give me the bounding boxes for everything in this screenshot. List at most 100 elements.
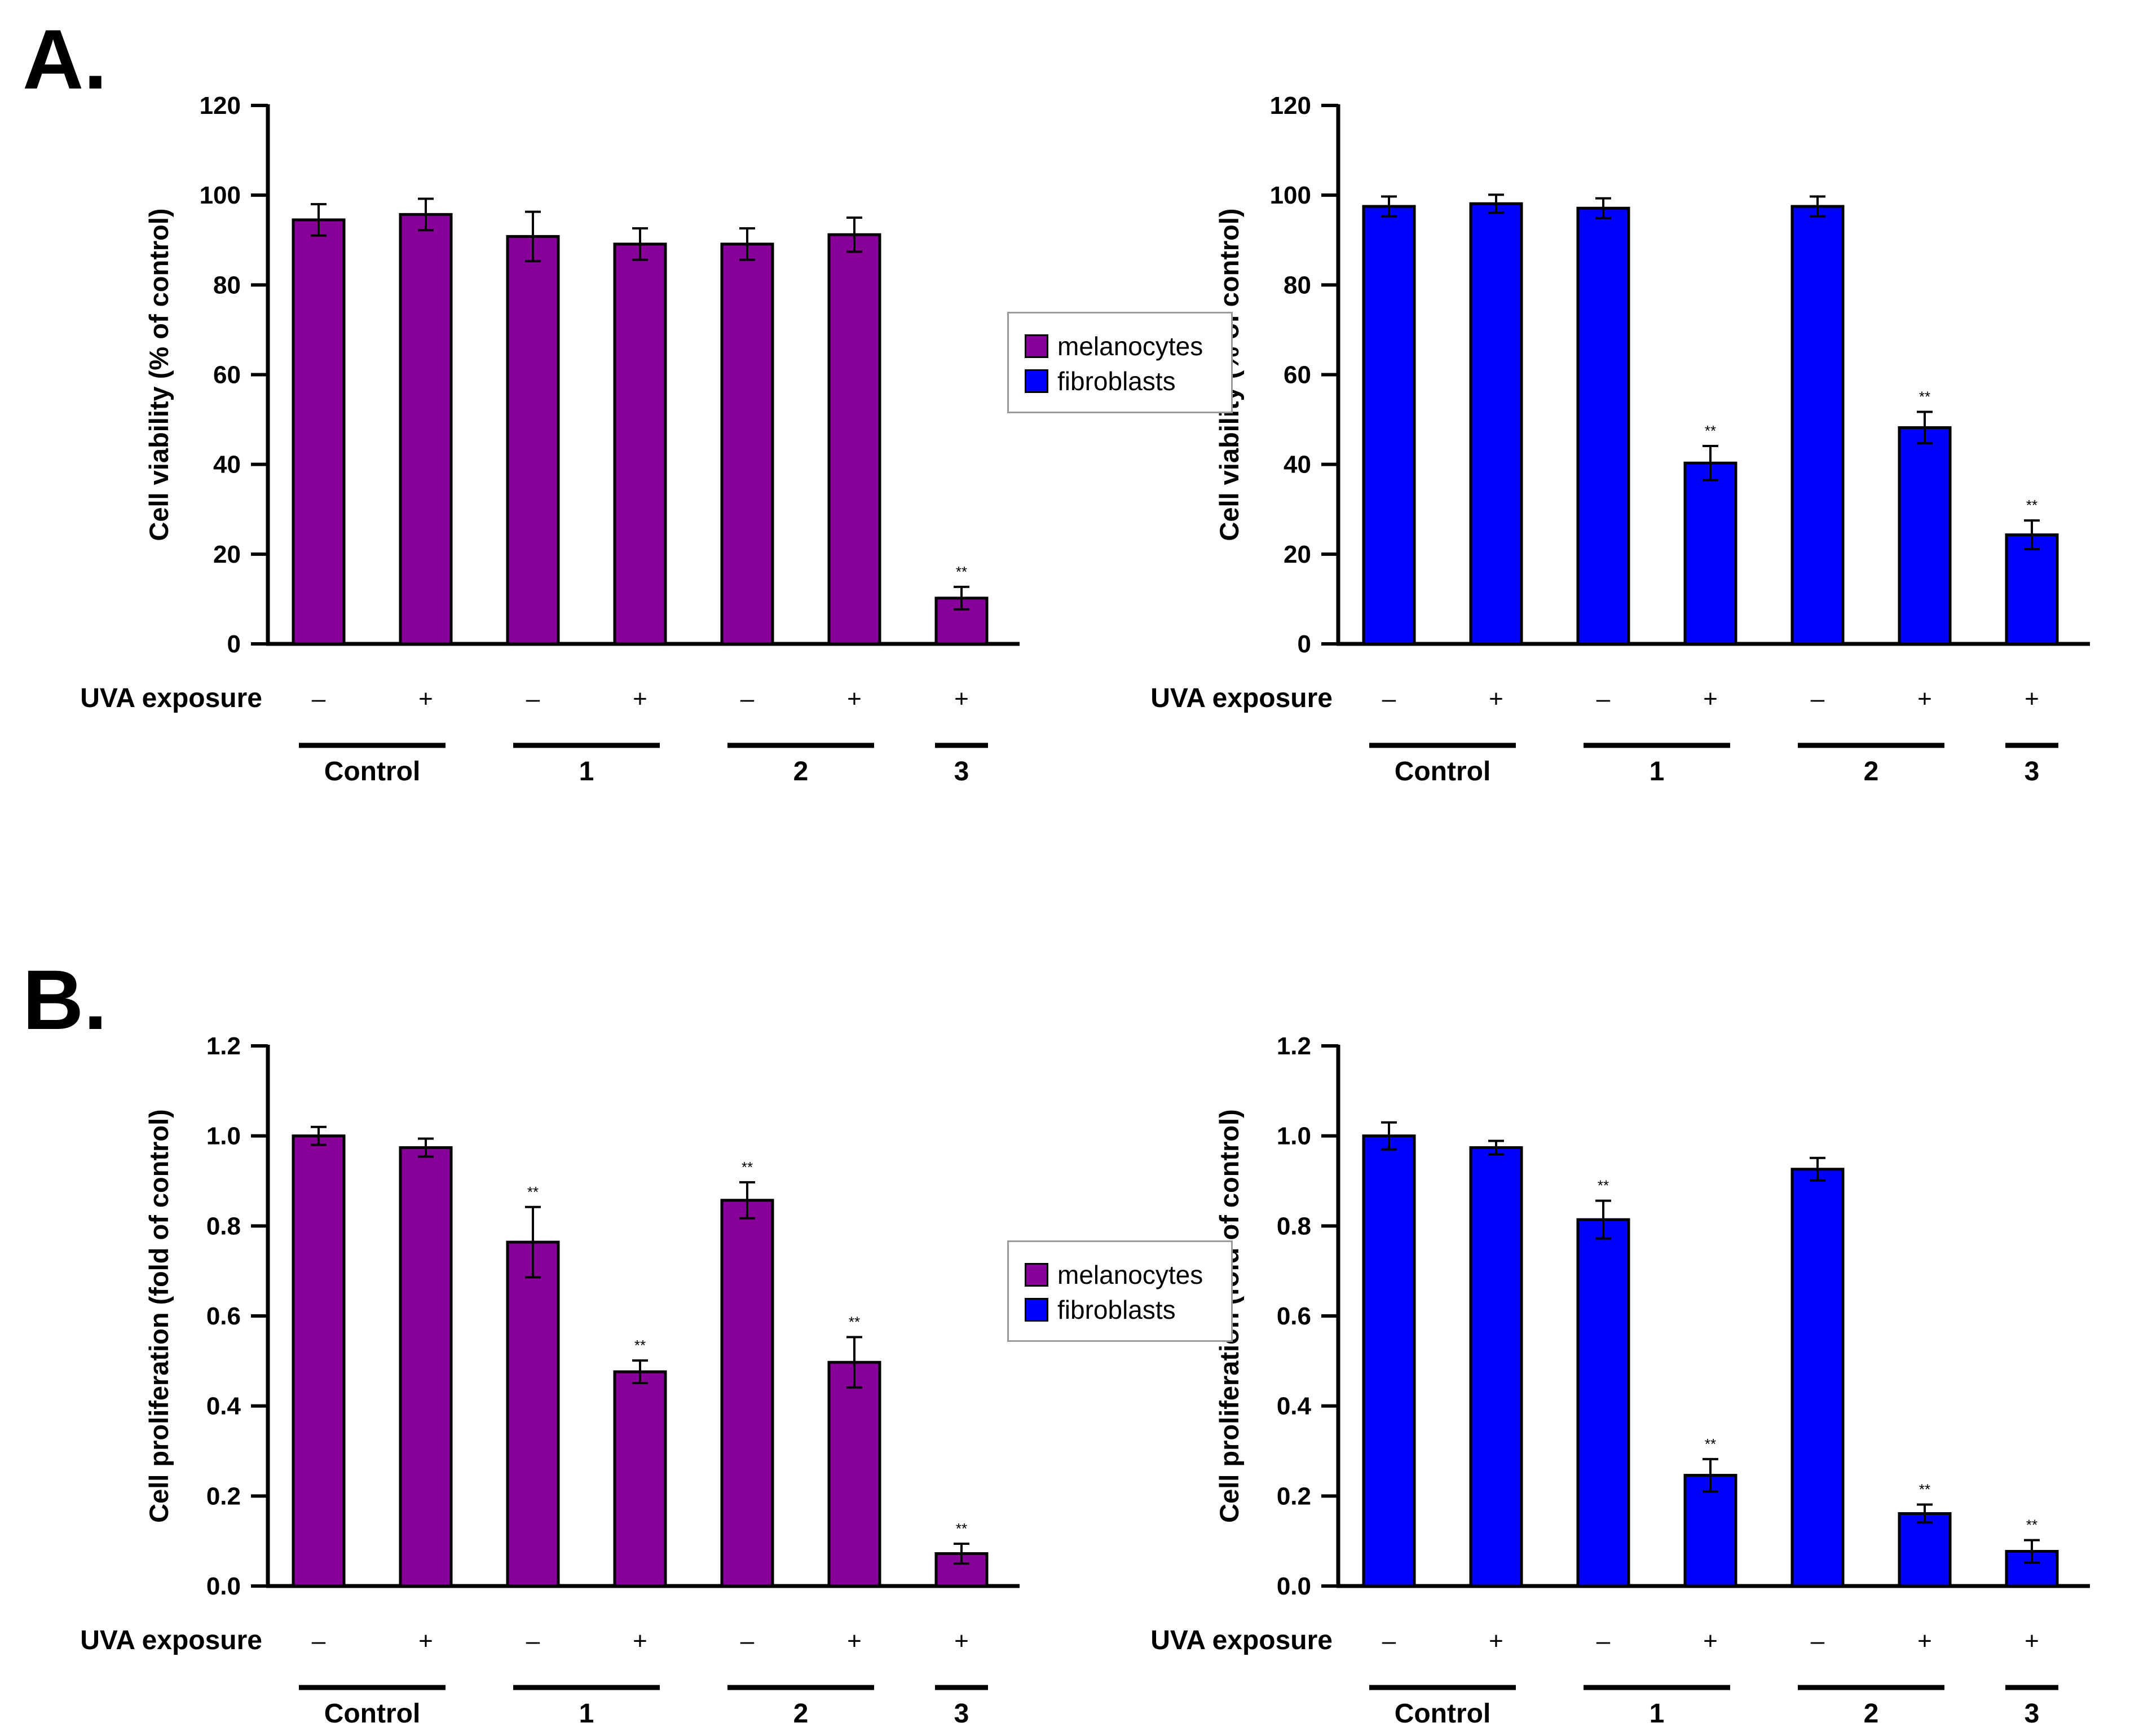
chart3-y-tick-label: 0.4 <box>1277 1393 1312 1420</box>
chart2-significance-label: ** <box>956 1520 967 1537</box>
chart1-y-tick-label: 80 <box>1284 271 1311 299</box>
chart2-uva-sign: + <box>954 1627 969 1655</box>
chart1-y-tick-label: 100 <box>1270 182 1311 209</box>
chart2-group-label: Control <box>324 1699 421 1729</box>
chart1-uva-sign: + <box>1703 685 1718 713</box>
chart3-group-label: 2 <box>1864 1699 1879 1729</box>
chart3-uva-sign: + <box>1703 1627 1718 1655</box>
chart2-y-axis-label: Cell proliferation (fold of control) <box>144 1109 174 1523</box>
chart0-y-tick-label: 40 <box>213 451 241 479</box>
chart0-bar <box>720 242 774 646</box>
legend-b: melanocytes fibroblasts <box>1007 1240 1233 1342</box>
chart3-uva-sign: + <box>2025 1627 2039 1655</box>
chart1-uva-sign: – <box>1811 685 1825 713</box>
chart3-significance-label: ** <box>1919 1481 1930 1498</box>
chart2-uva-sign: – <box>312 1627 326 1655</box>
chart3-group-label: 3 <box>2025 1699 2040 1729</box>
chart2-bar <box>506 1240 560 1588</box>
chart0-y-tick-label: 60 <box>213 361 241 389</box>
chart1-y-tick-label: 120 <box>1270 92 1311 120</box>
chart0-bar <box>399 213 453 646</box>
chart3-uva-sign: + <box>1489 1627 1503 1655</box>
chart2-bar <box>720 1199 774 1588</box>
chart1-bar <box>2005 533 2059 646</box>
chart1-uva-sign: – <box>1596 685 1611 713</box>
chart2-uva-sign: + <box>633 1627 647 1655</box>
chart2-y-tick-label: 0.2 <box>206 1482 241 1510</box>
chart2-significance-label: ** <box>634 1337 646 1354</box>
chart0-bar <box>292 218 346 646</box>
chart0-bar <box>613 242 667 646</box>
chart3-uva-sign: – <box>1596 1627 1611 1655</box>
legend-b-swatch-melanocytes <box>1025 1263 1048 1287</box>
chart0-uva-sign: – <box>312 685 326 713</box>
chart3-uva-sign: + <box>1917 1627 1932 1655</box>
chart3-uva-sign: – <box>1382 1627 1396 1655</box>
legend-a-label-fibroblasts: fibroblasts <box>1057 366 1176 396</box>
chart0-y-tick-label: 20 <box>213 541 241 568</box>
chart2-bar <box>292 1134 346 1588</box>
chart1-uva-sign: + <box>2025 685 2039 713</box>
chart0-significance-label: ** <box>956 563 967 580</box>
chart3-bar <box>1469 1146 1523 1588</box>
chart2-y-tick-label: 0.0 <box>206 1572 241 1600</box>
chart1-uva-sign: + <box>1489 685 1503 713</box>
chart2-significance-label: ** <box>527 1183 539 1200</box>
chart2-group-label: 1 <box>579 1699 594 1729</box>
chart3-y-tick-label: 0.8 <box>1277 1212 1311 1240</box>
chart2-y-tick-label: 0.6 <box>206 1302 241 1330</box>
legend-b-label-fibroblasts: fibroblasts <box>1057 1295 1176 1324</box>
chart0-uva-sign: – <box>740 685 755 713</box>
chart2-uva-row-label: UVA exposure <box>80 1625 262 1655</box>
panel-letter-a: A. <box>23 12 107 107</box>
chart0-y-tick-label: 80 <box>213 271 241 299</box>
chart-proliferation-melanocytes: 0.0 0.2 0.4 0.6 0.8 1.0 1.2 Cell proliferation … <box>80 1032 1020 1729</box>
chart3-y-tick-label: 0.2 <box>1277 1482 1311 1510</box>
legend-b-label-melanocytes: melanocytes <box>1057 1260 1203 1289</box>
chart3-uva-row-label: UVA exposure <box>1150 1625 1333 1655</box>
chart0-group-label: 1 <box>579 757 594 787</box>
chart3-bar <box>1898 1512 1952 1588</box>
chart1-bar <box>1683 461 1737 646</box>
chart1-y-tick-label: 40 <box>1284 451 1311 479</box>
chart0-y-tick-label: 0 <box>227 630 241 658</box>
chart1-y-tick-label: 0 <box>1298 630 1311 658</box>
chart2-uva-sign: + <box>847 1627 862 1655</box>
chart1-bar <box>1790 205 1845 646</box>
chart0-uva-sign: + <box>954 685 969 713</box>
chart0-group-label: 3 <box>954 757 969 787</box>
chart3-bar <box>1790 1168 1845 1588</box>
chart3-group-label: 1 <box>1650 1699 1665 1729</box>
chart3-significance-label: ** <box>1705 1435 1716 1452</box>
chart0-uva-sign: + <box>633 685 647 713</box>
chart3-significance-label: ** <box>1598 1177 1609 1194</box>
chart1-group-label: Control <box>1395 757 1491 787</box>
chart2-uva-sign: – <box>740 1627 755 1655</box>
chart3-group-label: Control <box>1395 1699 1491 1729</box>
chart0-uva-sign: + <box>847 685 862 713</box>
legend-a: melanocytes fibroblasts <box>1007 312 1233 413</box>
chart0-y-tick-label: 100 <box>200 182 241 209</box>
chart1-uva-sign: + <box>1917 685 1932 713</box>
chart0-group-label: Control <box>324 757 421 787</box>
legend-a-swatch-melanocytes <box>1025 334 1048 358</box>
chart0-group-label: 2 <box>793 757 809 787</box>
chart1-significance-label: ** <box>1705 422 1716 439</box>
chart3-significance-label: ** <box>2026 1517 2037 1534</box>
chart2-uva-sign: – <box>526 1627 540 1655</box>
chart1-bar <box>1576 206 1630 646</box>
chart3-y-tick-label: 1.2 <box>1277 1032 1311 1060</box>
legend-a-item-fibroblasts: fibroblasts <box>1025 365 1176 397</box>
chart0-uva-sign: – <box>526 685 540 713</box>
chart2-significance-label: ** <box>849 1314 860 1331</box>
chart0-uva-sign: + <box>418 685 433 713</box>
chart1-y-tick-label: 20 <box>1284 541 1311 568</box>
chart3-bar <box>1362 1134 1416 1588</box>
chart-viability-melanocytes: 0 20 40 60 80 100 120 Cell viability (% of cont… <box>80 92 1020 787</box>
chart1-group-label: 1 <box>1650 757 1665 787</box>
chart2-uva-sign: + <box>418 1627 433 1655</box>
chart1-y-tick-label: 60 <box>1284 361 1311 389</box>
